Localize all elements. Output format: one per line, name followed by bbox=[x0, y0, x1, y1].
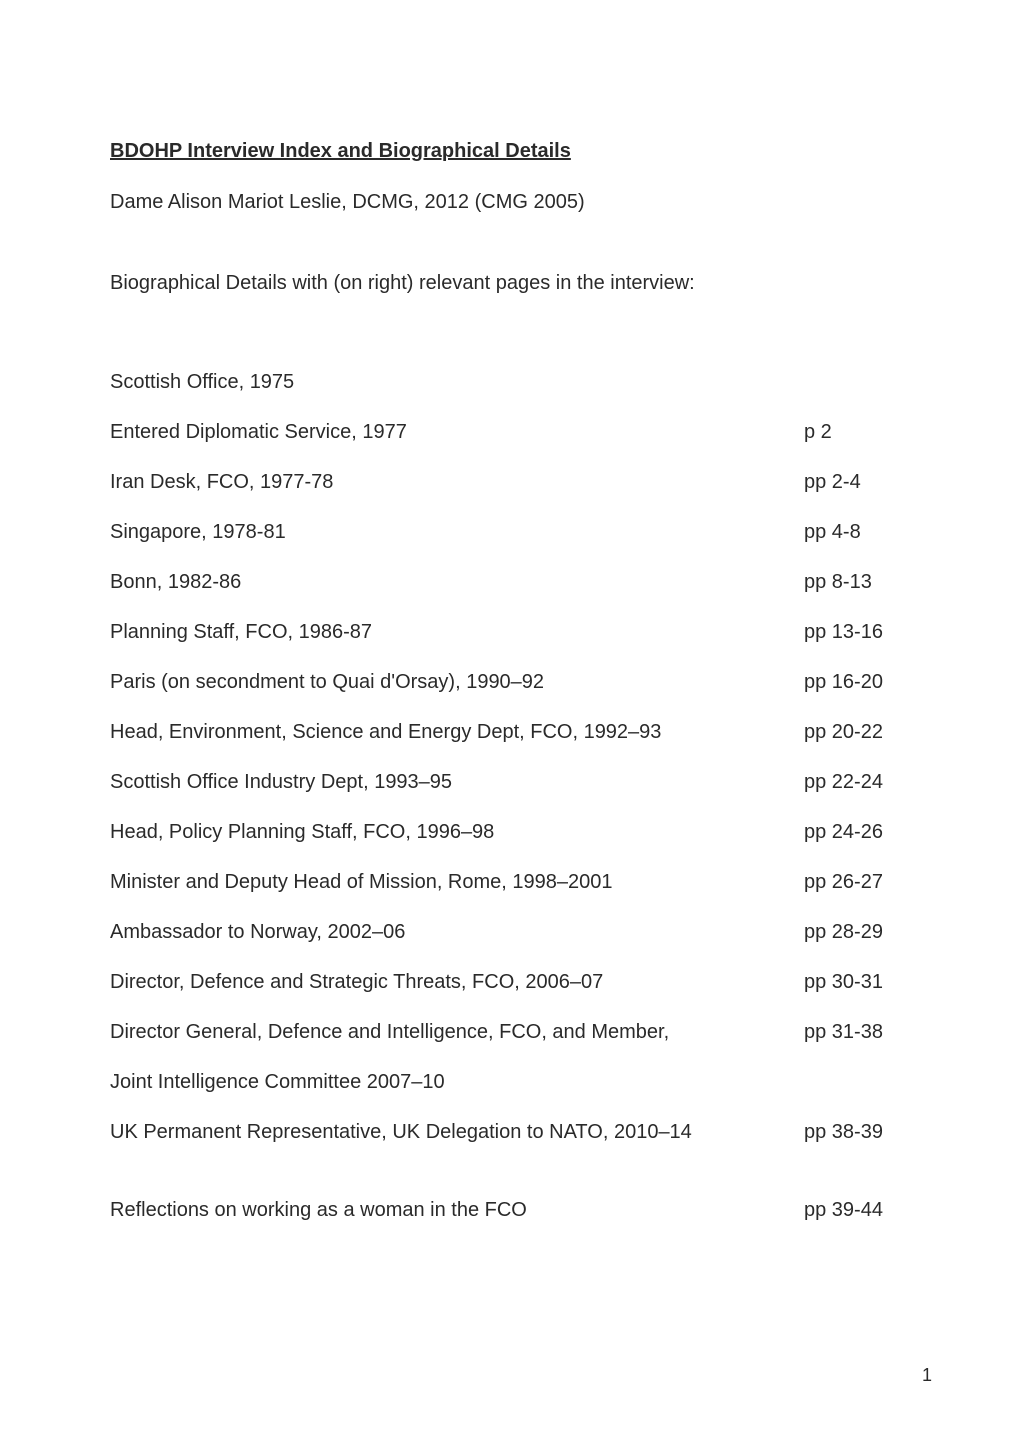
entry-row: Entered Diplomatic Service, 1977p 2 bbox=[110, 417, 914, 447]
entry-row: Director, Defence and Strategic Threats,… bbox=[110, 967, 914, 997]
entry-row: Bonn, 1982-86pp 8-13 bbox=[110, 567, 914, 597]
entry-label: Bonn, 1982-86 bbox=[110, 567, 804, 597]
entry-label: Planning Staff, FCO, 1986-87 bbox=[110, 617, 804, 647]
entry-label: Paris (on secondment to Quai d'Orsay), 1… bbox=[110, 667, 804, 697]
entry-pages bbox=[804, 367, 914, 397]
entry-pages: pp 8-13 bbox=[804, 567, 914, 597]
entry-pages: pp 28-29 bbox=[804, 917, 914, 947]
entry-label: Joint Intelligence Committee 2007–10 bbox=[110, 1067, 804, 1097]
entry-label: Scottish Office, 1975 bbox=[110, 367, 804, 397]
entry-pages: pp 22-24 bbox=[804, 767, 914, 797]
entry-pages: pp 38-39 bbox=[804, 1117, 914, 1147]
section-heading: Biographical Details with (on right) rel… bbox=[110, 272, 914, 295]
entry-label: Singapore, 1978-81 bbox=[110, 517, 804, 547]
entry-pages: pp 20-22 bbox=[804, 717, 914, 747]
reflection-entry: Reflections on working as a woman in the… bbox=[110, 1195, 914, 1225]
entry-row: Planning Staff, FCO, 1986-87pp 13-16 bbox=[110, 617, 914, 647]
entry-label: Reflections on working as a woman in the… bbox=[110, 1195, 804, 1225]
entry-pages: pp 26-27 bbox=[804, 867, 914, 897]
document-subtitle: Dame Alison Mariot Leslie, DCMG, 2012 (C… bbox=[110, 191, 914, 214]
entry-row: Scottish Office, 1975 bbox=[110, 367, 914, 397]
entry-pages: pp 30-31 bbox=[804, 967, 914, 997]
entry-label: Ambassador to Norway, 2002–06 bbox=[110, 917, 804, 947]
entry-label: Director General, Defence and Intelligen… bbox=[110, 1017, 804, 1047]
page-number: 1 bbox=[922, 1365, 932, 1386]
entry-row: UK Permanent Representative, UK Delegati… bbox=[110, 1117, 914, 1147]
entry-pages: pp 4-8 bbox=[804, 517, 914, 547]
entry-label: Director, Defence and Strategic Threats,… bbox=[110, 967, 804, 997]
entry-row: Scottish Office Industry Dept, 1993–95pp… bbox=[110, 767, 914, 797]
entry-label: Head, Environment, Science and Energy De… bbox=[110, 717, 804, 747]
entry-label: Entered Diplomatic Service, 1977 bbox=[110, 417, 804, 447]
entry-row: Minister and Deputy Head of Mission, Rom… bbox=[110, 867, 914, 897]
entry-pages: pp 39-44 bbox=[804, 1195, 914, 1225]
entry-pages bbox=[804, 1067, 914, 1097]
entry-pages: pp 24-26 bbox=[804, 817, 914, 847]
entry-label: Head, Policy Planning Staff, FCO, 1996–9… bbox=[110, 817, 804, 847]
entry-label: Minister and Deputy Head of Mission, Rom… bbox=[110, 867, 804, 897]
entry-row: Head, Policy Planning Staff, FCO, 1996–9… bbox=[110, 817, 914, 847]
entry-pages: p 2 bbox=[804, 417, 914, 447]
entry-row: Singapore, 1978-81pp 4-8 bbox=[110, 517, 914, 547]
entry-label: UK Permanent Representative, UK Delegati… bbox=[110, 1117, 804, 1147]
entries-list: Scottish Office, 1975 Entered Diplomatic … bbox=[110, 367, 914, 1147]
entry-pages: pp 13-16 bbox=[804, 617, 914, 647]
entry-row: Director General, Defence and Intelligen… bbox=[110, 1017, 914, 1047]
entry-row: Iran Desk, FCO, 1977-78pp 2-4 bbox=[110, 467, 914, 497]
entry-pages: pp 31-38 bbox=[804, 1017, 914, 1047]
entry-label: Iran Desk, FCO, 1977-78 bbox=[110, 467, 804, 497]
entry-row: Joint Intelligence Committee 2007–10 bbox=[110, 1067, 914, 1097]
document-title: BDOHP Interview Index and Biographical D… bbox=[110, 140, 914, 163]
entry-pages: pp 16-20 bbox=[804, 667, 914, 697]
entry-row: Head, Environment, Science and Energy De… bbox=[110, 717, 914, 747]
entry-label: Scottish Office Industry Dept, 1993–95 bbox=[110, 767, 804, 797]
entry-row: Paris (on secondment to Quai d'Orsay), 1… bbox=[110, 667, 914, 697]
entry-pages: pp 2-4 bbox=[804, 467, 914, 497]
entry-row: Ambassador to Norway, 2002–06pp 28-29 bbox=[110, 917, 914, 947]
